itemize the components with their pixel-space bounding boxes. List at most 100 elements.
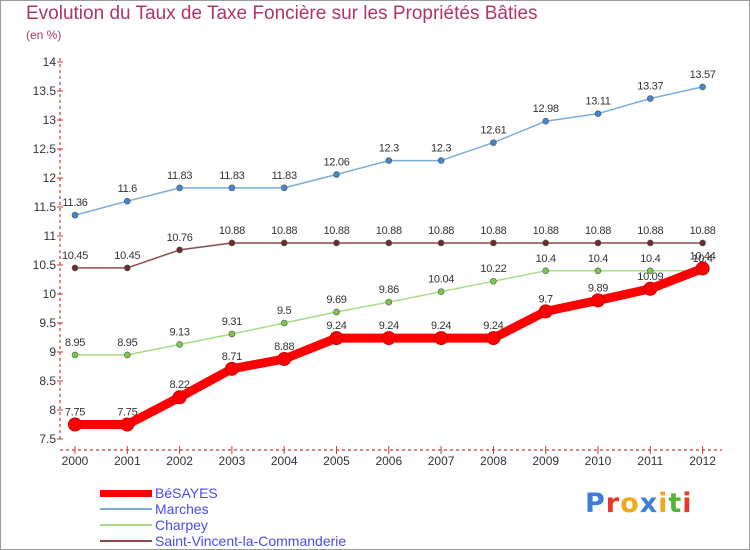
data-label: 11.83 — [167, 170, 192, 182]
y-tick-label: 10 — [43, 287, 57, 301]
data-point — [385, 298, 393, 306]
chart-title: Evolution du Taux de Taxe Foncière sur l… — [26, 3, 538, 24]
legend-swatch — [100, 508, 152, 510]
data-label: 10.4 — [692, 253, 712, 265]
y-tick-label: 13.5 — [33, 84, 57, 98]
data-point — [71, 264, 79, 272]
data-point — [280, 319, 288, 327]
data-point — [333, 308, 340, 316]
x-tick-label: 2011 — [637, 454, 663, 468]
data-point — [542, 267, 550, 275]
x-tick-label: 2007 — [428, 454, 455, 468]
x-tick-label: 2005 — [323, 454, 350, 468]
data-label: 10.22 — [480, 263, 506, 275]
series-line — [74, 242, 704, 269]
data-point — [68, 417, 82, 432]
data-point — [695, 261, 710, 276]
logo-letter: i — [658, 488, 669, 519]
y-tick-label: 9.5 — [39, 316, 56, 330]
data-label: 8.95 — [65, 337, 85, 349]
legend-label: Marches — [155, 501, 209, 517]
data-point — [329, 331, 344, 346]
data-point — [538, 304, 553, 319]
axes: 7.5 8 8.5 9 9.5 10 10.5 11 11.5 12 12.5 13 13.5 14 200… — [33, 55, 722, 468]
x-tick-label: 2009 — [532, 454, 559, 468]
x-tick-label: 2004 — [271, 454, 298, 468]
logo-letter: x — [639, 488, 659, 519]
data-point — [224, 361, 239, 376]
data-label: 10.4 — [588, 253, 608, 265]
data-label: 11.83 — [219, 170, 244, 182]
data-point — [120, 417, 135, 432]
data-point — [333, 239, 340, 247]
data-point — [646, 95, 654, 102]
data-label: 10.88 — [637, 225, 663, 237]
x-tick-label: 2000 — [62, 454, 89, 468]
data-label: 8.71 — [222, 351, 242, 363]
y-tick-label: 12.5 — [33, 142, 57, 156]
logo-letter: P — [585, 488, 606, 519]
y-tick-label: 8 — [49, 403, 56, 417]
data-point — [594, 239, 602, 247]
data-point — [646, 239, 654, 247]
data-point — [172, 390, 187, 405]
data-point — [176, 341, 183, 348]
x-tick-label: 2001 — [114, 454, 141, 468]
proxiti-logo: Proxiti — [585, 488, 693, 519]
x-tick-label: 2012 — [689, 454, 716, 468]
logo-letter: i — [682, 488, 693, 519]
data-label: 13.37 — [637, 81, 663, 93]
data-point — [437, 157, 445, 164]
logo-letter: r — [605, 488, 621, 519]
data-point — [542, 117, 550, 125]
data-point — [591, 293, 605, 308]
y-tick-label: 9 — [49, 345, 56, 359]
y-tick-label: 7.5 — [39, 432, 56, 446]
data-label: 9.86 — [379, 284, 399, 296]
data-label: 10.88 — [690, 225, 716, 237]
data-point — [381, 331, 396, 346]
data-point — [124, 351, 131, 359]
legend-label: Saint-Vincent-la-Commanderie — [155, 533, 347, 549]
legend-item: BéSAYES — [100, 485, 346, 501]
data-point — [176, 184, 183, 192]
data-label: 9.24 — [431, 320, 451, 332]
data-label: 9.13 — [169, 326, 189, 338]
data-label: 10.4 — [536, 253, 556, 265]
data-point — [124, 197, 131, 205]
x-tick-label: 2010 — [585, 454, 612, 468]
data-label: 12.61 — [480, 125, 506, 137]
y-tick-label: 11 — [44, 229, 57, 243]
data-label: 13.11 — [585, 96, 610, 108]
data-point — [124, 264, 131, 272]
data-point — [176, 246, 183, 254]
data-point — [333, 171, 340, 178]
x-tick-label: 2003 — [219, 454, 246, 468]
data-point — [280, 239, 288, 247]
data-point — [646, 267, 654, 275]
data-point — [434, 331, 449, 346]
legend-item: Marches — [100, 501, 346, 517]
data-label: 7.75 — [65, 407, 85, 419]
y-tick-label: 12 — [43, 171, 57, 185]
y-tick-label: 10.5 — [33, 258, 57, 272]
data-label: 10.88 — [219, 225, 245, 237]
data-point — [643, 281, 658, 296]
series-lines — [70, 86, 708, 429]
data-point — [385, 157, 393, 164]
data-label: 10.45 — [62, 250, 88, 262]
data-label: 11.36 — [62, 197, 87, 209]
data-label: 11.83 — [272, 170, 297, 182]
y-tick-label: 11.5 — [34, 200, 57, 214]
data-label: 9.24 — [483, 320, 503, 332]
data-label: 13.57 — [690, 69, 716, 81]
data-point — [699, 83, 706, 91]
data-label: 12.3 — [431, 143, 451, 155]
data-label: 8.22 — [169, 379, 189, 391]
data-label: 7.75 — [117, 407, 137, 419]
data-point — [490, 139, 497, 146]
data-point — [542, 239, 550, 247]
x-tick-label: 2002 — [166, 454, 193, 468]
data-label: 11.6 — [118, 183, 138, 195]
data-label: 10.88 — [323, 225, 349, 237]
